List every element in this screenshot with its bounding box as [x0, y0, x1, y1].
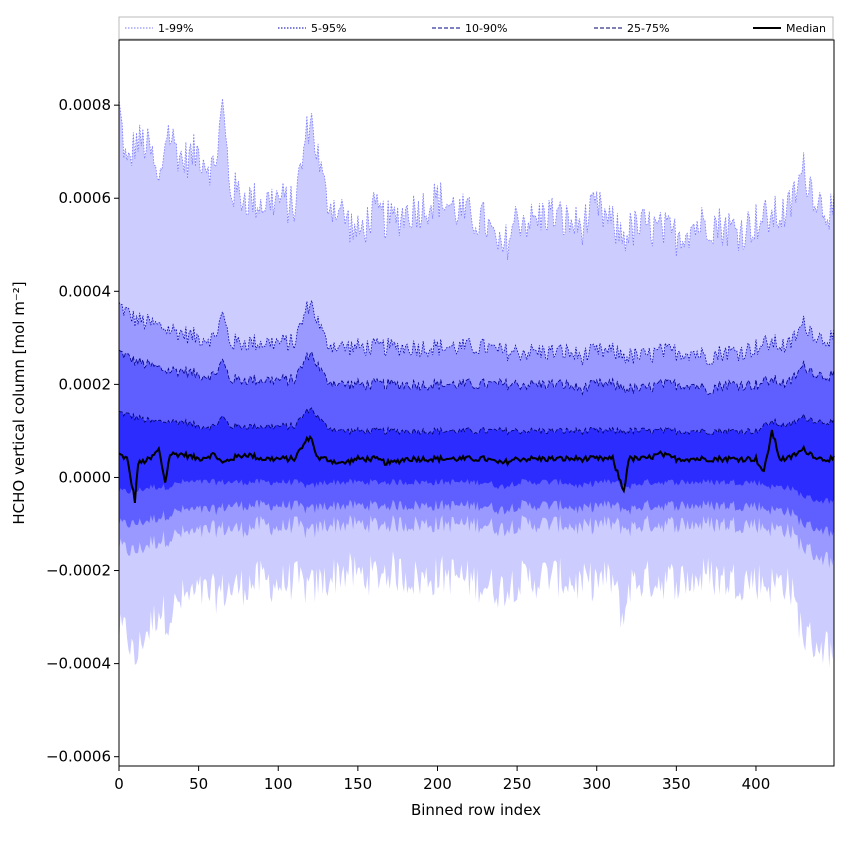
x-tick-label: 300 — [582, 775, 611, 793]
band-upper-line-25-75pct — [118, 407, 835, 436]
y-tick-label: −0.0002 — [46, 562, 111, 580]
x-axis: 0 50 100 150 200 250 300 350 400 — [114, 766, 770, 793]
median-line-group — [118, 429, 835, 504]
y-tick-label: 0.0006 — [59, 189, 112, 207]
plot-frame — [118, 39, 835, 767]
y-axis: −0.0006 −0.0004 −0.0002 0.0000 0.0002 0.0004 0… — [46, 96, 119, 766]
legend-label: 5-95% — [311, 22, 346, 35]
x-tick-label: 200 — [423, 775, 452, 793]
band-upper-line-5-95pct — [118, 299, 835, 366]
percentile-bands — [118, 98, 835, 668]
x-tick-label: 400 — [742, 775, 771, 793]
x-axis-label: Binned row index — [411, 801, 541, 819]
median-line — [118, 429, 835, 504]
x-tick-label: 100 — [264, 775, 293, 793]
y-tick-label: 0.0002 — [59, 375, 112, 393]
y-tick-label: −0.0004 — [46, 655, 111, 673]
y-tick-label: −0.0006 — [46, 748, 111, 766]
y-tick-label: 0.0000 — [59, 468, 112, 486]
x-tick-label: 0 — [114, 775, 124, 793]
legend-label: 10-90% — [465, 22, 507, 35]
y-axis-label: HCHO vertical column [mol m⁻²] — [10, 281, 28, 524]
x-tick-label: 250 — [503, 775, 532, 793]
band-upper-line-10-90pct — [118, 349, 835, 396]
legend-label: 25-75% — [627, 22, 669, 35]
x-tick-label: 350 — [662, 775, 691, 793]
y-tick-label: 0.0008 — [59, 96, 112, 114]
x-tick-label: 150 — [344, 775, 373, 793]
legend-label: 1-99% — [158, 22, 193, 35]
band-25-75pct — [119, 407, 834, 504]
y-tick-label: 0.0004 — [59, 282, 112, 300]
band-upper-line-1-99pct — [118, 98, 835, 260]
legend-label: Median — [786, 22, 826, 35]
legend: 1-99% 5-95% 10-90% 25-75% Median — [118, 16, 834, 40]
legend-frame — [118, 16, 834, 40]
x-tick-label: 50 — [189, 775, 208, 793]
